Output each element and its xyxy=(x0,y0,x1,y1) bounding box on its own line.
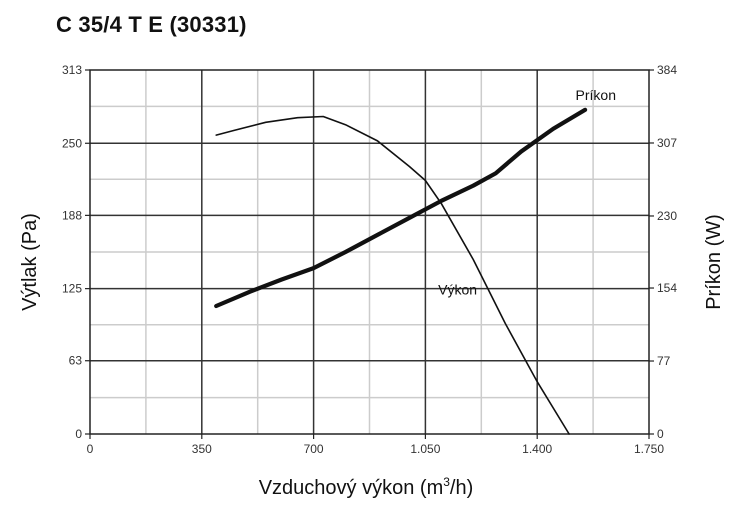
x-axis-title: Vzduchový výkon (m3/h) xyxy=(259,475,474,499)
y-tick-label: 313 xyxy=(62,63,82,77)
plot-frame xyxy=(89,69,650,435)
y2-tick-label: 230 xyxy=(657,209,677,223)
series-label-1: Výkon xyxy=(438,281,477,297)
x-axis-title-superscript: 3 xyxy=(443,475,450,489)
grid-minor xyxy=(90,70,649,434)
x-tick-label: 1.050 xyxy=(410,442,440,456)
y2-tick-label: 0 xyxy=(657,427,664,441)
x-axis-title-main: Vzduchový výkon (m xyxy=(259,477,444,499)
series-layer xyxy=(214,107,588,435)
y-tick-label: 250 xyxy=(62,136,82,150)
series-line-1 xyxy=(215,115,570,435)
y2-tick-label: 384 xyxy=(657,63,677,77)
series-line-2 xyxy=(214,107,588,309)
x-axis-title-tail: /h) xyxy=(450,477,473,499)
y-tick-label: 0 xyxy=(75,427,82,441)
y-tick-label: 188 xyxy=(62,208,82,222)
grid-major xyxy=(90,70,649,434)
series-label-2: Príkon xyxy=(576,87,616,103)
y-tick-label: 63 xyxy=(69,354,83,368)
x-tick-label: 700 xyxy=(304,442,324,456)
x-tick-label: 350 xyxy=(192,442,212,456)
y2-tick-label: 307 xyxy=(657,136,677,150)
x-tick-label: 1.400 xyxy=(522,442,552,456)
y2-tick-label: 77 xyxy=(657,354,671,368)
y-axis-right-title: Príkon (W) xyxy=(703,214,725,310)
x-tick-label: 1.750 xyxy=(634,442,664,456)
x-axis-ticks: 0 350 700 1.050 1.400 1.750 xyxy=(87,434,664,456)
chart-title: C 35/4 T E (30331) xyxy=(56,12,247,37)
y-axis-left-ticks: 0 63 125 188 250 313 xyxy=(62,63,90,441)
x-tick-label: 0 xyxy=(87,442,94,456)
y-tick-label: 125 xyxy=(62,282,82,296)
curve-labels: Výkon Príkon xyxy=(438,87,616,297)
y-axis-left-title: Výtlak (Pa) xyxy=(19,213,41,311)
y2-tick-label: 154 xyxy=(657,281,677,295)
y-axis-right-ticks: 0 77 154 230 307 384 xyxy=(649,63,677,441)
